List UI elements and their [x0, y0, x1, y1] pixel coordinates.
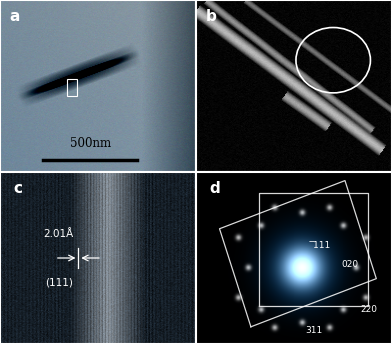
Bar — [67, 79, 77, 96]
Text: 311: 311 — [306, 326, 323, 335]
Text: 220: 220 — [361, 305, 377, 314]
Text: ̅111: ̅111 — [314, 241, 331, 250]
Text: c: c — [14, 181, 23, 196]
Text: 020: 020 — [341, 260, 358, 269]
Text: 2.01Å: 2.01Å — [44, 229, 74, 239]
Text: (111): (111) — [45, 277, 73, 287]
Text: b: b — [206, 9, 217, 24]
Text: a: a — [10, 9, 20, 24]
Text: 500nm: 500nm — [70, 137, 111, 150]
Text: d: d — [210, 181, 220, 196]
